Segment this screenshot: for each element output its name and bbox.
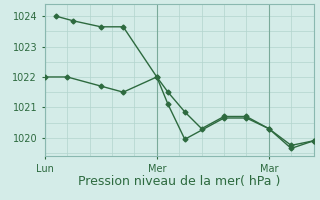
- X-axis label: Pression niveau de la mer( hPa ): Pression niveau de la mer( hPa ): [78, 175, 280, 188]
